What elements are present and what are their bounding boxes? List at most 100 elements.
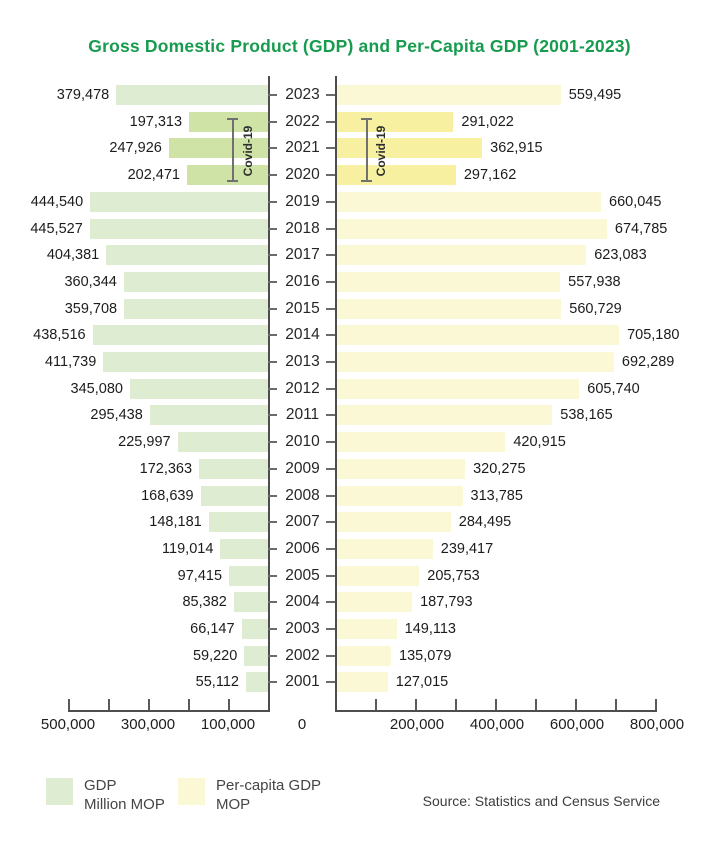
covid-range-right-cap-bottom	[361, 180, 372, 182]
year-tick-left-2014	[268, 334, 277, 337]
left-axis-tick	[108, 699, 110, 710]
year-label-2018: 2018	[285, 219, 320, 237]
gdp-value-2008: 168,639	[141, 487, 194, 504]
year-label-2011: 2011	[285, 406, 320, 424]
year-tick-left-2005	[268, 574, 277, 577]
gdp-bar-2003	[241, 619, 268, 639]
covid-annotation-label-right: Covid-19	[374, 125, 388, 177]
gdp-bar-2021	[168, 138, 268, 159]
year-tick-left-2012	[268, 387, 277, 390]
per-capita-value-2012: 605,740	[587, 380, 640, 397]
covid-range-left-line	[232, 118, 234, 182]
year-label-2015: 2015	[285, 299, 320, 317]
year-label-2006: 2006	[285, 539, 320, 557]
year-label-2003: 2003	[285, 620, 320, 637]
year-tick-left-2011	[268, 414, 277, 417]
gdp-bar-2019	[90, 191, 268, 212]
zero-axis-label: 0	[297, 716, 307, 733]
per-capita-bar-2015	[337, 298, 562, 319]
year-tick-left-2003	[268, 628, 277, 630]
gdp-bar-2022	[189, 111, 268, 132]
gdp-value-2021: 247,926	[109, 140, 162, 157]
gdp-value-2022: 197,313	[129, 113, 183, 130]
gdp-value-2001: 55,112	[195, 674, 239, 691]
left-axis-tick	[228, 699, 230, 710]
year-label-2007: 2007	[285, 513, 320, 531]
gdp-bar-2020	[187, 165, 268, 186]
year-tick-right-2006	[326, 547, 335, 550]
right-axis-tick	[655, 699, 657, 710]
per-capita-value-2009: 320,275	[473, 460, 526, 477]
right-axis-tick	[415, 699, 417, 710]
per-capita-bar-2021	[337, 138, 483, 159]
right-axis-line	[337, 710, 657, 712]
gdp-value-2002: 59,220	[192, 647, 238, 664]
per-capita-value-2007: 284,495	[458, 514, 512, 531]
per-capita-bar-2022	[337, 111, 454, 132]
per-capita-value-2018: 674,785	[614, 220, 668, 237]
per-capita-value-2011: 538,165	[560, 407, 613, 424]
per-capita-value-2005: 205,753	[427, 567, 480, 584]
gdp-value-2016: 360,344	[64, 273, 117, 290]
year-tick-right-2012	[326, 387, 335, 390]
right-axis-tick	[455, 699, 457, 710]
year-tick-left-2022	[268, 120, 277, 123]
per-capita-bar-2003	[337, 619, 397, 639]
per-capita-bar-2019	[337, 191, 602, 212]
gdp-value-2015: 359,708	[64, 300, 118, 317]
left-axis-tick	[68, 699, 70, 710]
gdp-value-2010: 225,997	[118, 434, 171, 451]
chart-title: Gross Domestic Product (GDP) and Per-Cap…	[88, 36, 631, 56]
per-capita-bar-2012	[337, 378, 580, 399]
year-tick-left-2019	[268, 200, 277, 203]
per-capita-bar-2008	[337, 485, 463, 506]
per-capita-bar-2005	[337, 565, 420, 586]
per-capita-bar-2010	[337, 432, 506, 453]
per-capita-value-2003: 149,113	[404, 621, 456, 637]
gdp-value-2007: 148,181	[149, 514, 202, 531]
covid-range-right-line	[366, 118, 368, 182]
year-tick-right-2023	[326, 94, 335, 96]
year-tick-left-2016	[268, 280, 277, 283]
left-axis-label: 500,000	[40, 716, 96, 733]
year-tick-right-2002	[326, 654, 335, 657]
gdp-value-2011: 295,438	[90, 407, 143, 424]
year-tick-left-2013	[268, 361, 277, 363]
right-axis-tick	[375, 699, 377, 710]
year-label-2004: 2004	[285, 593, 320, 611]
gdp-bar-2008	[200, 485, 268, 506]
gdp-bar-2013	[103, 352, 268, 372]
covid-range-left-cap-bottom	[227, 180, 238, 182]
year-tick-right-2021	[326, 147, 335, 150]
year-tick-right-2007	[326, 521, 335, 524]
gdp-bar-2018	[89, 218, 268, 239]
year-tick-left-2008	[268, 494, 277, 497]
per-capita-bar-2018	[337, 218, 607, 239]
year-tick-left-2001	[268, 681, 277, 684]
gdp-value-2014: 438,516	[33, 327, 86, 344]
year-label-2021: 2021	[285, 139, 320, 157]
source-credit: Source: Statistics and Census Service	[422, 793, 660, 809]
gdp-value-2012: 345,080	[70, 380, 123, 397]
per-capita-value-2019: 660,045	[609, 193, 662, 210]
year-label-2001: 2001	[285, 673, 320, 691]
legend-label-gdp: GDP	[84, 777, 117, 794]
year-label-2014: 2014	[285, 326, 320, 344]
gdp-bar-2005	[229, 565, 268, 586]
gdp-bar-2016	[123, 271, 268, 292]
gdp-value-2006: 119,014	[162, 540, 214, 557]
gdp-value-2005: 97,415	[177, 567, 223, 584]
per-capita-value-2006: 239,417	[440, 540, 494, 557]
year-label-2008: 2008	[285, 486, 320, 504]
right-zero-axis	[335, 76, 337, 712]
legend-entry-per-capita: Per-capita GDP MOP	[216, 776, 321, 814]
legend-sublabel-gdp: Million MOP	[84, 796, 165, 813]
year-tick-right-2020	[326, 174, 335, 177]
year-tick-right-2016	[326, 280, 335, 283]
year-tick-right-2014	[326, 334, 335, 337]
gdp-bar-2011	[149, 405, 268, 426]
gdp-value-2018: 445,527	[30, 220, 83, 237]
gdp-value-2003: 66,147	[190, 621, 235, 637]
per-capita-value-2020: 297,162	[463, 167, 517, 184]
right-axis-label: 400,000	[469, 716, 525, 733]
